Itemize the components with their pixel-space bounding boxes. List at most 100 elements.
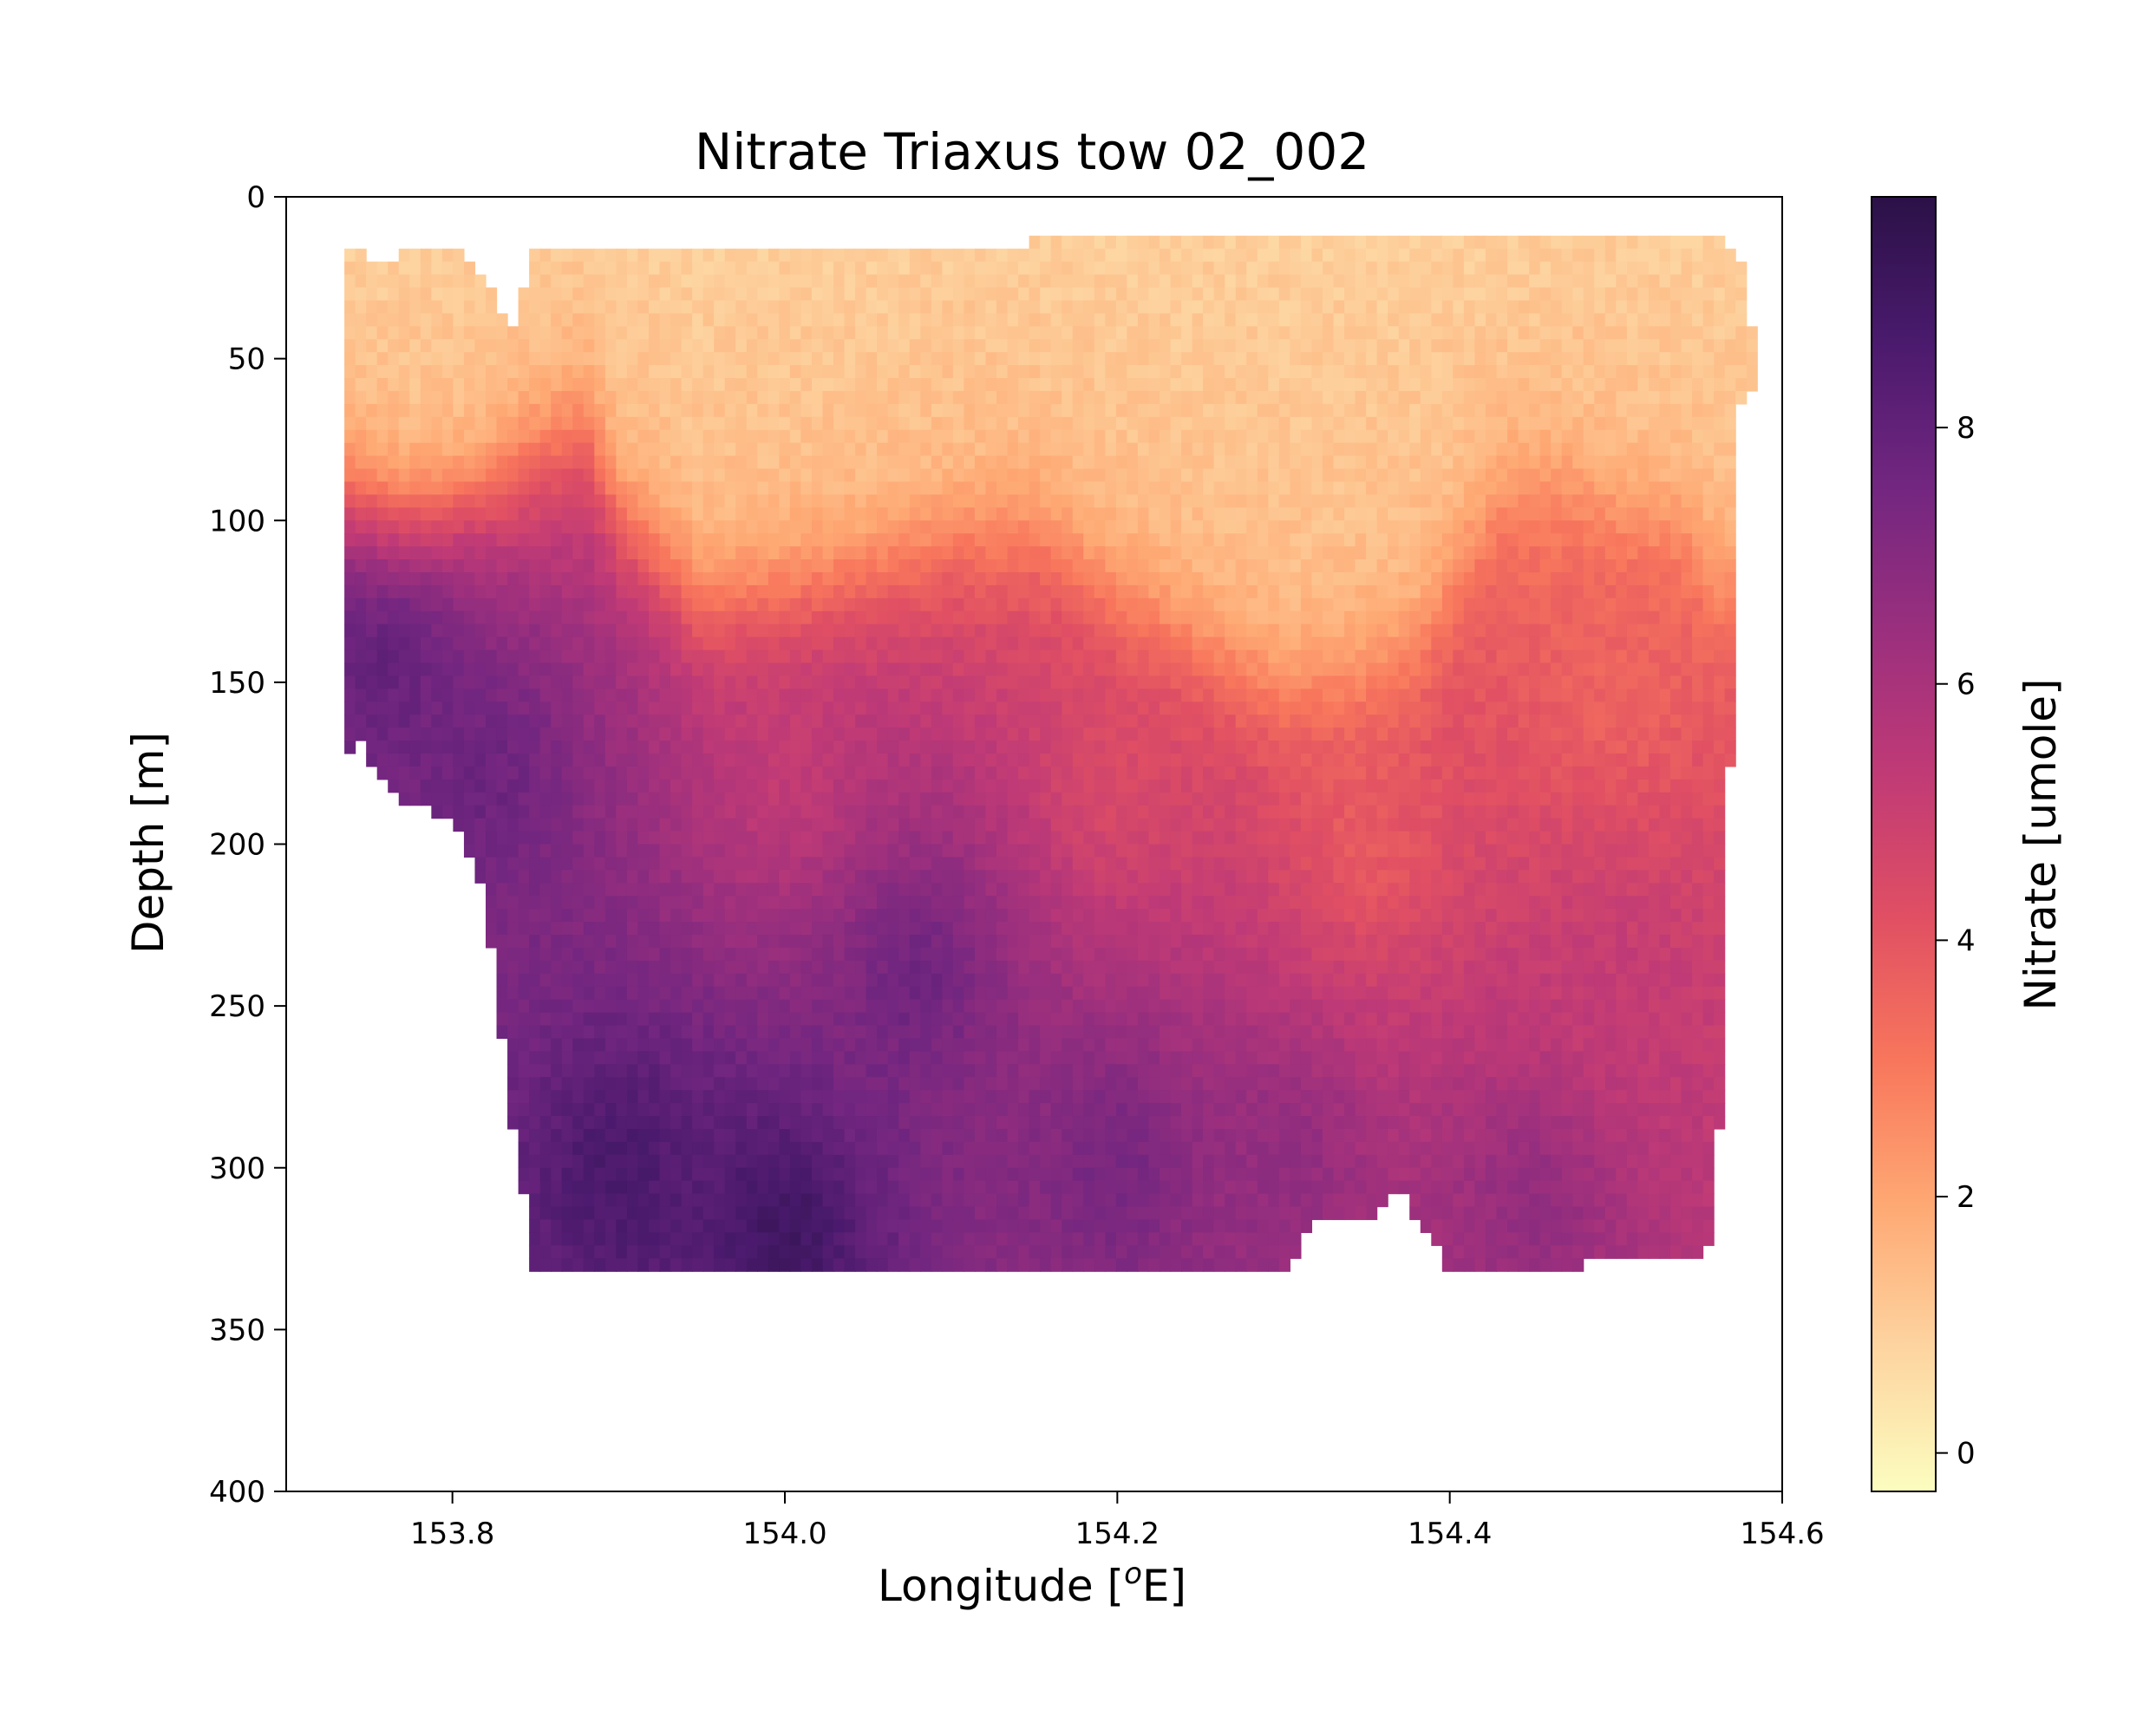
heatmap-cell — [909, 1077, 921, 1091]
heatmap-cell — [670, 1116, 683, 1130]
heatmap-cell — [811, 1258, 824, 1272]
heatmap-cell — [952, 947, 965, 962]
heatmap-cell — [474, 352, 487, 366]
heatmap-cell — [833, 1051, 846, 1065]
heatmap-cell — [529, 442, 541, 457]
heatmap-cell — [626, 1012, 639, 1027]
heatmap-cell — [768, 584, 780, 599]
heatmap-cell — [344, 481, 356, 495]
heatmap-cell — [1050, 688, 1062, 702]
heatmap-cell — [855, 313, 867, 327]
heatmap-cell — [714, 857, 726, 871]
heatmap-cell — [964, 896, 976, 910]
heatmap-cell — [626, 1245, 639, 1259]
heatmap-cell — [388, 300, 400, 314]
heatmap-cell — [594, 300, 606, 314]
heatmap-cell — [692, 442, 704, 457]
heatmap-cell — [996, 507, 1009, 521]
heatmap-cell — [551, 274, 563, 289]
heatmap-cell — [942, 947, 954, 962]
heatmap-cell — [441, 559, 454, 573]
heatmap-cell — [779, 1064, 791, 1078]
heatmap-cell — [779, 1167, 791, 1182]
heatmap-cell — [539, 960, 552, 975]
heatmap-cell — [1018, 1025, 1030, 1040]
heatmap-cell — [463, 675, 476, 689]
heatmap-cell — [822, 1103, 834, 1117]
heatmap-cell — [768, 909, 780, 923]
heatmap-cell — [561, 883, 573, 897]
heatmap-cell — [714, 1219, 726, 1233]
heatmap-cell — [789, 792, 802, 806]
heatmap-cell — [746, 313, 758, 327]
heatmap-cell — [877, 1051, 889, 1065]
heatmap-cell — [702, 741, 715, 754]
heatmap-cell — [898, 857, 911, 871]
heatmap-cell — [507, 584, 519, 599]
heatmap-cell — [1083, 779, 1095, 793]
heatmap-cell — [637, 973, 650, 988]
heatmap-cell — [366, 287, 378, 302]
heatmap-cell — [811, 313, 824, 327]
heatmap-cell — [800, 442, 813, 457]
heatmap-cell — [344, 326, 356, 340]
heatmap-cell — [768, 468, 780, 483]
heatmap-cell — [800, 248, 813, 263]
heatmap-cell — [604, 365, 617, 379]
heatmap-cell — [866, 1116, 878, 1130]
heatmap-cell — [692, 313, 704, 327]
heatmap-cell — [942, 494, 954, 508]
heatmap-cell — [659, 442, 671, 457]
heatmap-cell — [376, 365, 389, 379]
heatmap-cell — [453, 792, 465, 806]
heatmap-cell — [572, 636, 585, 651]
heatmap-cell — [1094, 870, 1106, 884]
heatmap-cell — [1018, 429, 1030, 444]
heatmap-cell — [616, 1012, 628, 1027]
heatmap-cell — [344, 468, 356, 483]
heatmap-cell — [659, 649, 671, 664]
heatmap-cell — [453, 818, 465, 832]
heatmap-cell — [507, 494, 519, 508]
heatmap-cell — [1029, 896, 1041, 910]
heatmap-cell — [855, 727, 867, 741]
heatmap-cell — [604, 1090, 617, 1104]
heatmap-cell — [1072, 1012, 1084, 1027]
heatmap-cell — [844, 1025, 856, 1040]
heatmap-cell — [887, 365, 899, 379]
heatmap-cell — [507, 455, 519, 470]
heatmap-cell — [877, 1167, 889, 1182]
heatmap-cell — [626, 1025, 639, 1040]
heatmap-cell — [1083, 662, 1095, 677]
heatmap-cell — [616, 947, 628, 962]
heatmap-cell — [887, 300, 899, 314]
heatmap-cell — [931, 649, 943, 664]
heatmap-cell — [833, 935, 846, 949]
heatmap-cell — [768, 870, 780, 884]
heatmap-cell — [898, 688, 911, 702]
heatmap-cell — [344, 701, 356, 715]
heatmap-cell — [811, 766, 824, 780]
heatmap-cell — [1007, 935, 1019, 949]
heatmap-cell — [877, 326, 889, 340]
heatmap-cell — [746, 287, 758, 302]
heatmap-cell — [616, 300, 628, 314]
heatmap-cell — [1094, 455, 1106, 470]
heatmap-cell — [344, 365, 356, 379]
heatmap-cell — [724, 883, 736, 897]
heatmap-cell — [855, 909, 867, 923]
heatmap-cell — [551, 1038, 563, 1052]
heatmap-cell — [789, 688, 802, 702]
heatmap-cell — [931, 1258, 943, 1272]
heatmap-cell — [529, 947, 541, 962]
heatmap-cell — [1018, 909, 1030, 923]
heatmap-cell — [974, 1154, 987, 1169]
heatmap-cell — [398, 766, 410, 780]
heatmap-cell — [768, 831, 780, 845]
heatmap-cell — [920, 818, 932, 832]
heatmap-cell — [529, 1038, 541, 1052]
heatmap-cell — [1007, 287, 1019, 302]
heatmap-cell — [670, 1167, 683, 1182]
heatmap-cell — [594, 896, 606, 910]
heatmap-cell — [877, 390, 889, 405]
